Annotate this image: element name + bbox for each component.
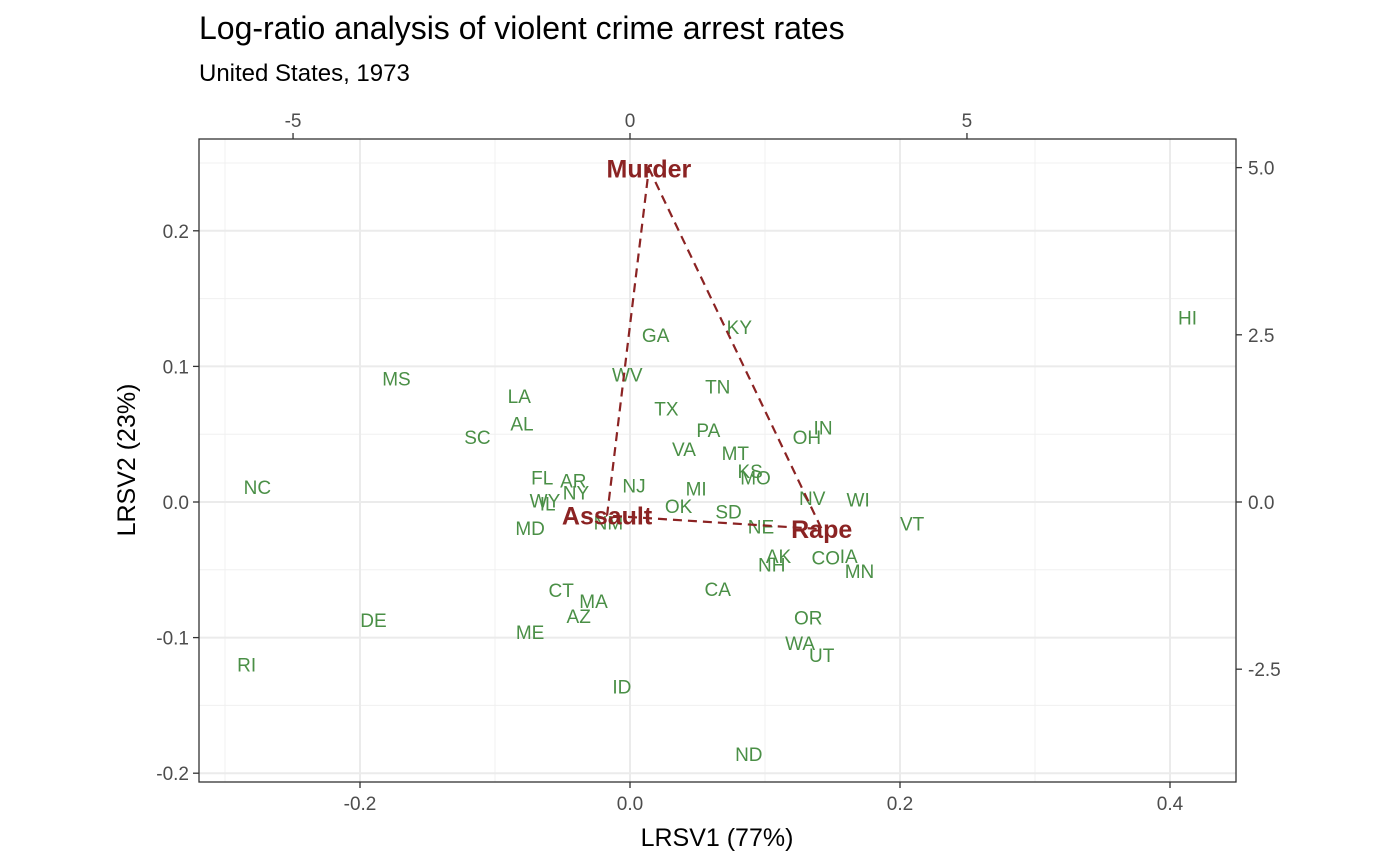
variable-labels: Murder Assault Rape (562, 155, 852, 544)
y2-tick-label: 5.0 (1248, 159, 1274, 180)
variable-label: Murder (607, 155, 692, 183)
y2-tick-label: -2.5 (1248, 660, 1281, 681)
observation-label: NM (594, 513, 624, 534)
observation-label: MN (845, 562, 875, 583)
observation-label: AR (560, 471, 586, 492)
observation-label: MO (740, 469, 771, 490)
variable-polygon (605, 164, 824, 531)
observation-label: NE (748, 517, 774, 538)
observation-label: AL (510, 414, 533, 435)
observation-label: KY (727, 318, 753, 339)
variable-polygon-line (605, 164, 824, 531)
observation-label: MS (382, 370, 411, 391)
observation-label: NJ (622, 477, 645, 498)
observation-label: UT (809, 646, 835, 667)
x-axis-title: LRSV1 (77%) (641, 824, 794, 852)
y2-tick-label: 0.0 (1248, 493, 1274, 514)
observation-label: CA (705, 580, 732, 601)
observation-label: GA (642, 326, 670, 347)
observation-label: WV (612, 366, 643, 387)
observation-label: VT (900, 515, 925, 536)
observation-label: ID (612, 677, 631, 698)
observation-label: ME (516, 623, 545, 644)
observation-label: AZ (567, 607, 592, 628)
observation-label: IN (814, 418, 833, 439)
y-axis-left: -0.2 -0.1 0.0 0.1 0.2 (156, 222, 199, 785)
observation-label: HI (1178, 309, 1197, 330)
observation-label: NY (563, 484, 590, 505)
observation-label: OH (793, 428, 822, 449)
observation-label: ND (735, 745, 762, 766)
plot-panel-border (198, 138, 1237, 783)
grid-major (199, 139, 1236, 782)
observation-label: TN (705, 378, 730, 399)
observation-label: PA (696, 421, 720, 442)
x2-tick-label: 5 (962, 111, 973, 132)
observation-label: VA (672, 440, 696, 461)
x-axis-bottom: -0.2 0.0 0.2 0.4 (344, 782, 1184, 815)
observation-label: LA (508, 387, 532, 408)
y-tick-label: 0.0 (163, 493, 189, 514)
observation-label: DE (360, 611, 386, 632)
observation-label: AK (766, 547, 792, 568)
chart-subtitle: United States, 1973 (199, 60, 410, 87)
observation-label: FL (531, 469, 553, 490)
observation-label: IL (540, 494, 556, 515)
observation-label: MD (515, 519, 545, 540)
observation-label: CO (812, 549, 841, 570)
x-tick-label: 0.4 (1157, 794, 1184, 815)
observation-label: RI (237, 656, 256, 677)
x-axis-top: -5 0 5 (285, 111, 973, 139)
x2-tick-label: 0 (625, 111, 636, 132)
observation-label: SC (464, 428, 490, 449)
observation-label: NC (244, 478, 271, 499)
observation-label: MT (722, 444, 750, 465)
observation-label: NV (799, 489, 826, 510)
observation-label: KS (737, 462, 762, 483)
observation-label: OK (665, 497, 693, 518)
y2-tick-label: 2.5 (1248, 326, 1274, 347)
observation-label: NH (758, 555, 785, 576)
y-tick-label: 0.1 (163, 357, 189, 378)
observation-label: MI (686, 479, 707, 500)
variable-label: Assault (562, 503, 653, 531)
x2-tick-label: -5 (285, 111, 302, 132)
y-axis-right: 5.0 2.5 0.0 -2.5 (1236, 159, 1281, 681)
y-tick-label: -0.2 (156, 764, 189, 785)
y-tick-label: -0.1 (156, 629, 189, 650)
x-tick-label: -0.2 (344, 794, 377, 815)
observation-label: MA (579, 592, 608, 613)
observation-label: SD (715, 502, 741, 523)
observation-label: CT (548, 581, 574, 602)
y-axis-title: LRSV2 (23%) (113, 384, 141, 537)
observation-label: OR (794, 608, 823, 629)
variable-label: Rape (791, 516, 852, 544)
observation-label: WA (785, 634, 815, 655)
observation-label: TX (654, 399, 679, 420)
grid-minor (199, 139, 1236, 782)
observation-label: WI (847, 490, 870, 511)
y-tick-label: 0.2 (163, 222, 189, 243)
observation-label: IA (840, 547, 858, 568)
x-tick-label: 0.2 (887, 794, 913, 815)
x-tick-label: 0.0 (617, 794, 643, 815)
chart-title: Log-ratio analysis of violent crime arre… (199, 10, 845, 46)
observation-label: WY (530, 492, 561, 513)
